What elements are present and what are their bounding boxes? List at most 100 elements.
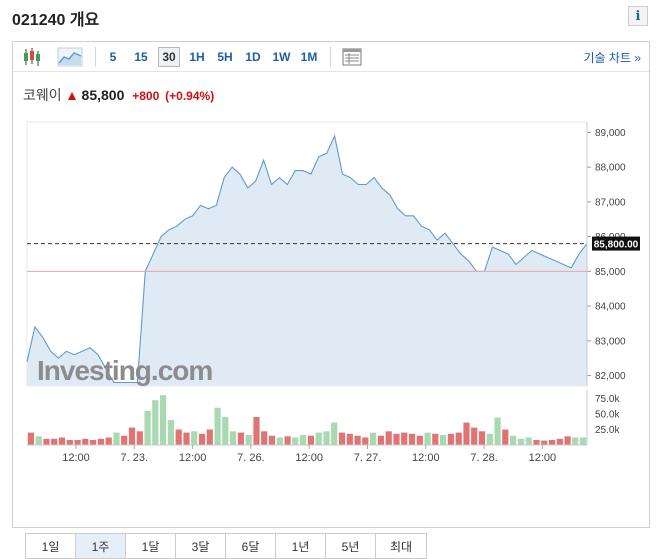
volume-bar: [401, 432, 408, 445]
x-tick-label: 7. 26.: [237, 452, 265, 462]
volume-bar: [276, 437, 283, 445]
volume-bar: [206, 429, 213, 445]
quote-line: 코웨이 85,800 +800 (+0.94%): [23, 85, 214, 105]
price-area: [27, 135, 587, 386]
range-1y[interactable]: 1년: [276, 534, 326, 558]
volume-bar: [331, 422, 338, 445]
volume-bar: [541, 440, 548, 445]
volume-tick-label: 25.0k: [595, 425, 620, 436]
area-chart-icon[interactable]: [57, 46, 83, 68]
interval-15[interactable]: 15: [134, 50, 148, 64]
table-icon[interactable]: [341, 46, 363, 68]
volume-bar: [424, 432, 431, 445]
x-tick-label: 7. 23.: [121, 452, 149, 462]
range-5y[interactable]: 5년: [326, 534, 376, 558]
interval-1w[interactable]: 1W: [272, 50, 291, 64]
volume-bar: [377, 435, 384, 445]
volume-bar: [66, 440, 73, 445]
page-title: 021240 개요: [12, 12, 100, 29]
technical-chart-link[interactable]: 기술 차트 »: [583, 51, 641, 65]
volume-bar: [198, 433, 206, 445]
volume-bar: [494, 417, 501, 445]
volume-bar: [572, 437, 579, 445]
range-max[interactable]: 최대: [376, 534, 426, 558]
volume-bar: [167, 420, 174, 445]
volume-bar: [35, 436, 42, 445]
volume-bar: [121, 435, 128, 445]
volume-tick-label: 50.0k: [595, 409, 620, 420]
volume-bar: [74, 440, 81, 445]
volume-bar: [144, 410, 151, 445]
volume-bar: [160, 395, 167, 445]
volume-bar: [315, 432, 322, 445]
volume-bar: [58, 437, 66, 445]
x-tick-label: 12:00: [179, 452, 207, 462]
volume-bar: [455, 432, 462, 445]
volume-bar: [307, 435, 314, 445]
last-price-label-text: 85,800.00: [594, 240, 639, 251]
range-3m[interactable]: 3달: [176, 534, 226, 558]
volume-bar: [346, 433, 353, 445]
interval-1h[interactable]: 1H: [189, 50, 205, 64]
volume-bar: [486, 433, 493, 445]
chart-panel: 5 15 30 1H 5H 1D 1W 1M 기술 차트 » 코웨이 85,80…: [12, 41, 650, 559]
volume-bar: [261, 431, 268, 445]
x-tick-label: 12:00: [62, 452, 90, 462]
volume-bar: [105, 437, 112, 445]
volume-bar: [222, 417, 229, 445]
volume-bar: [432, 433, 439, 445]
volume-bar: [152, 400, 159, 445]
volume-bar: [136, 431, 143, 445]
price-tick-label: 89,000: [595, 128, 626, 139]
volume-bar: [416, 435, 423, 445]
range-1m[interactable]: 1달: [126, 534, 176, 558]
volume-bar: [517, 438, 524, 445]
x-tick-label: 12:00: [295, 452, 323, 462]
info-button[interactable]: i: [628, 6, 648, 26]
interval-30[interactable]: 30: [158, 47, 180, 67]
volume-bar: [440, 435, 447, 445]
volume-bar: [370, 432, 377, 445]
price-tick-label: 83,000: [595, 336, 626, 347]
watermark-text: Investing.com: [37, 355, 212, 386]
volume-bar: [478, 431, 486, 445]
volume-bar: [338, 432, 346, 445]
volume-bar: [548, 440, 556, 445]
price-tick-label: 84,000: [595, 302, 626, 313]
volume-bar: [556, 438, 563, 445]
x-tick-label: 7. 27.: [354, 452, 382, 462]
volume-bar: [97, 438, 104, 445]
range-1w[interactable]: 1주: [76, 534, 126, 558]
range-6m[interactable]: 6달: [226, 534, 276, 558]
volume-bar: [82, 438, 89, 445]
interval-5[interactable]: 5: [109, 50, 117, 64]
interval-1d[interactable]: 1D: [245, 50, 261, 64]
watermark: Investing.com: [37, 355, 213, 386]
volume-bar: [525, 437, 532, 445]
volume-bar: [447, 433, 454, 445]
range-1d[interactable]: 1일: [26, 534, 76, 558]
interval-5h[interactable]: 5H: [217, 50, 233, 64]
interval-1m[interactable]: 1M: [300, 50, 318, 64]
volume-bar: [292, 437, 299, 445]
volume-bar: [113, 432, 120, 445]
volume-bar: [284, 436, 291, 445]
volume-bar: [175, 429, 182, 445]
candlestick-icon[interactable]: [21, 46, 43, 68]
volume-bar: [300, 435, 307, 445]
volume-bar: [385, 431, 392, 445]
volume-bar: [580, 437, 587, 445]
volume-bar: [408, 433, 416, 445]
x-tick-label: 12:00: [412, 452, 440, 462]
chart-toolbar: 5 15 30 1H 5H 1D 1W 1M 기술 차트 »: [13, 42, 649, 72]
volume-bar: [191, 431, 198, 445]
volume-bar: [214, 407, 221, 445]
volume-bar: [43, 438, 50, 445]
volume-bar: [245, 435, 252, 445]
volume-bar: [471, 427, 478, 445]
volume-bar: [354, 435, 361, 445]
price-tick-label: 82,000: [595, 371, 626, 382]
toolbar-divider: [95, 47, 96, 67]
volume-bar: [463, 422, 470, 445]
volume-bar: [51, 438, 58, 445]
